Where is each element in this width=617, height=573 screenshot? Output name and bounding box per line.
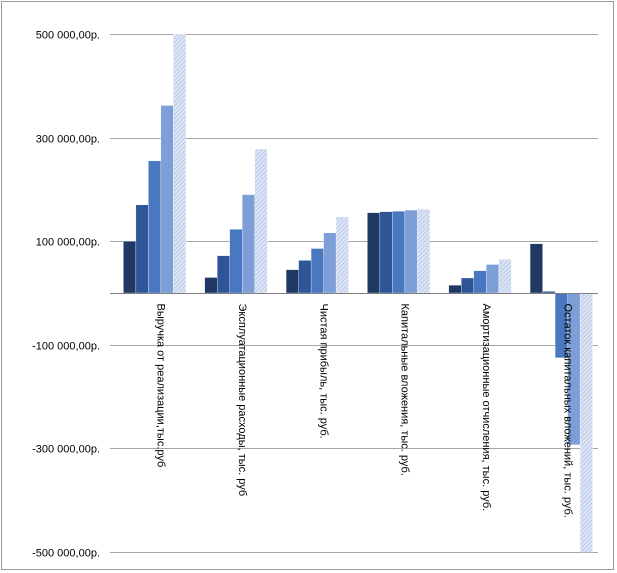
bar [323, 232, 337, 294]
bar [579, 292, 593, 553]
bar [486, 264, 499, 294]
category-label: Капитальные вложения, тыс. руб. [399, 304, 411, 476]
bar [204, 277, 218, 294]
bar [448, 285, 462, 294]
bar [498, 259, 512, 294]
bar [254, 148, 268, 294]
category-label: Выручка от реализации,тыс.руб [155, 304, 167, 468]
bar [298, 260, 312, 294]
y-tick-label: 100 000,00р. [36, 237, 100, 249]
category-label: Чистая прибыль, тыс. руб. [317, 304, 329, 439]
category-label: Эксплуатационные расходы, тыс. руб [236, 304, 248, 497]
y-tick-label: -500 000,00р. [32, 548, 100, 560]
bar [473, 270, 487, 294]
bar [404, 209, 418, 294]
bar [135, 204, 149, 294]
bar [285, 269, 299, 294]
bar [229, 229, 243, 294]
y-tick-label: -100 000,00р. [32, 341, 100, 353]
bar [529, 243, 543, 294]
bar [123, 241, 137, 294]
bar [392, 211, 406, 294]
bar [217, 255, 230, 294]
bar [242, 194, 255, 294]
bar [542, 291, 556, 294]
bar [160, 105, 174, 294]
bar [310, 248, 324, 294]
bar [461, 277, 474, 294]
category-label: Остаток капитальных вложений, тыс. руб. [561, 304, 573, 518]
bar [335, 216, 349, 294]
bar [173, 33, 187, 294]
y-tick-label: 500 000,00р. [36, 30, 100, 42]
bar [417, 208, 431, 294]
y-tick-label: -300 000,00р. [32, 444, 100, 456]
bar [367, 212, 381, 294]
y-tick-label: 300 000,00р. [36, 134, 100, 146]
category-label: Амортизационные отчисления, тыс. руб. [480, 304, 492, 512]
bar [379, 211, 393, 294]
bar [148, 160, 162, 294]
